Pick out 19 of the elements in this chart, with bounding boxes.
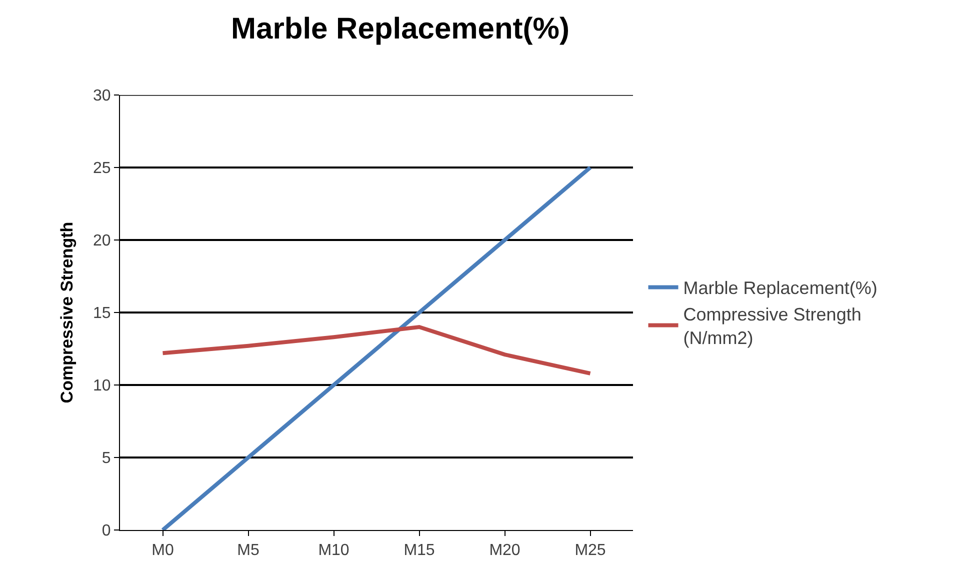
x-tick-label: M25 xyxy=(574,542,606,560)
line-series xyxy=(160,325,592,376)
y-tick-label: 25 xyxy=(93,160,111,178)
y-tick-label: 20 xyxy=(93,232,111,250)
y-tick-label: 10 xyxy=(93,378,111,395)
y-tick-label: 0 xyxy=(102,522,111,540)
y-tick-label: 5 xyxy=(102,450,111,468)
chart-title: Marble Replacement(%) xyxy=(231,12,570,46)
x-tick-label: M10 xyxy=(318,542,350,560)
x-tick-label: M15 xyxy=(404,542,435,560)
x-tick-label: M20 xyxy=(489,542,520,560)
x-tick-label: M0 xyxy=(152,542,174,560)
y-tick-label: 30 xyxy=(93,88,111,105)
legend-label: Compressive Strength (N/mm2) xyxy=(683,304,862,348)
x-tick-label: M5 xyxy=(237,542,260,560)
legend-label: Marble Replacement(%) xyxy=(683,278,878,298)
line-series xyxy=(160,166,592,530)
y-axis-title: Compressive Strength xyxy=(58,222,77,404)
y-tick-label: 15 xyxy=(93,305,111,322)
